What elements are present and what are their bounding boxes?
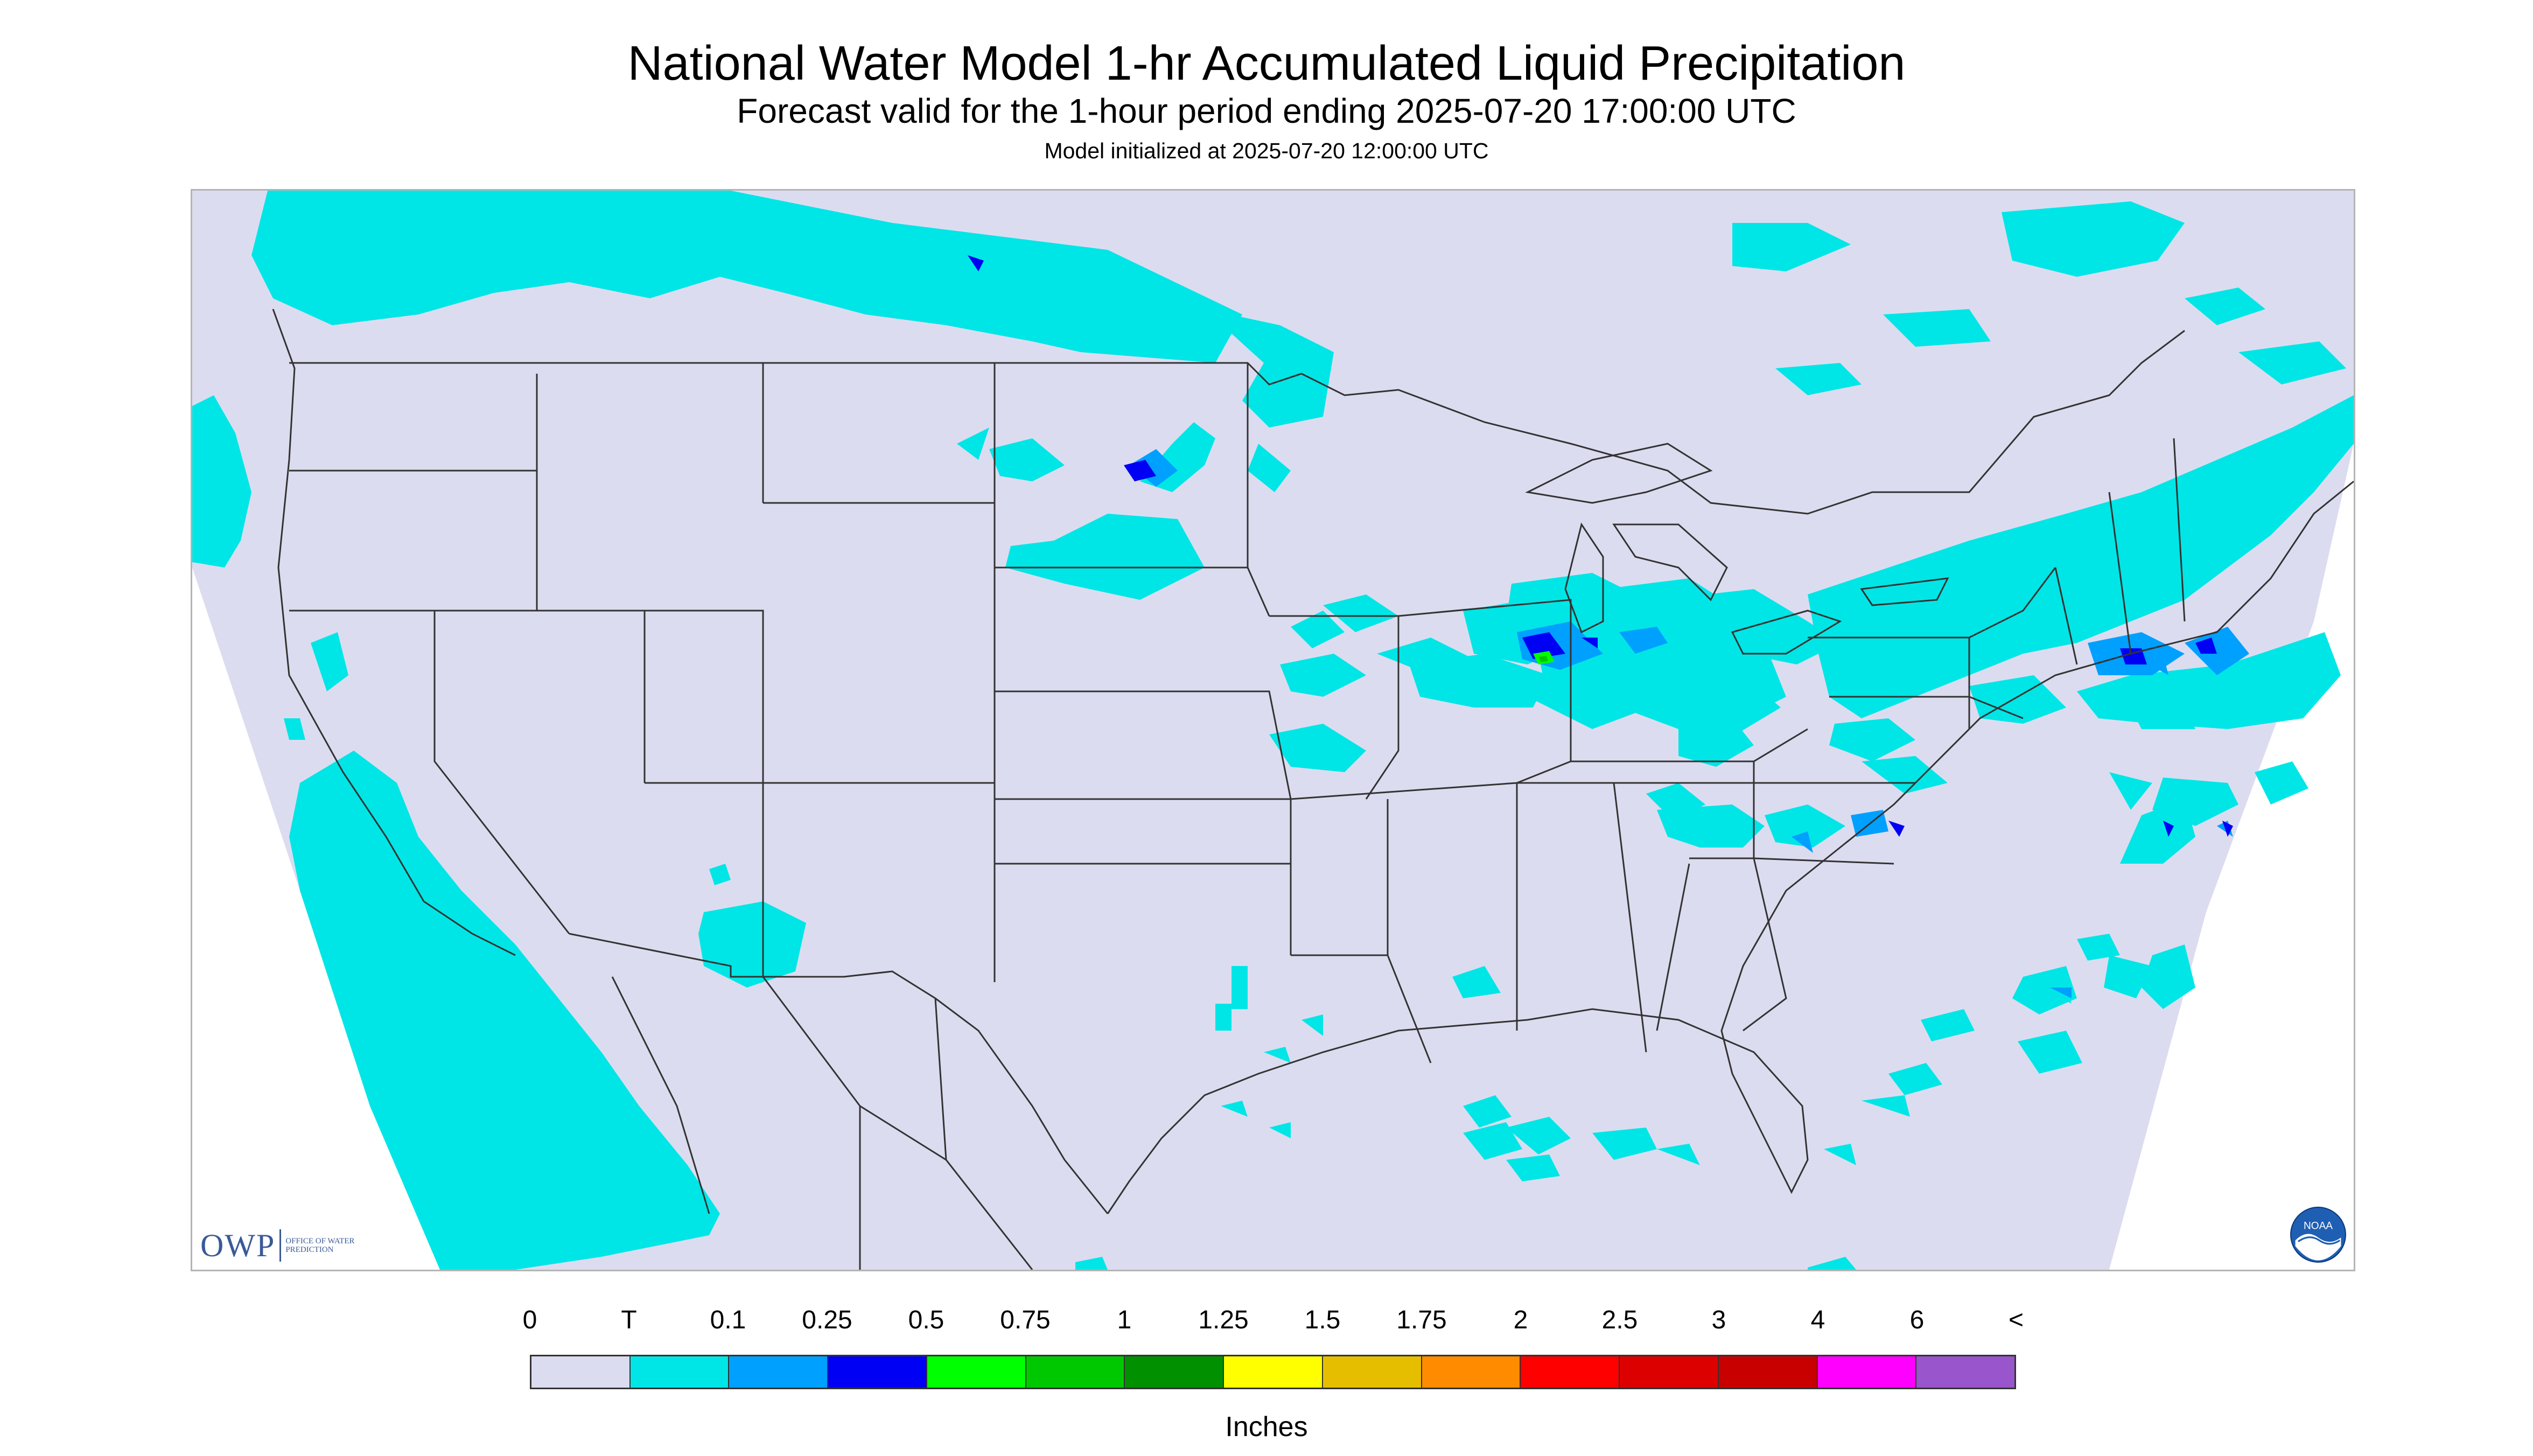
political-boundaries [272, 309, 2354, 1270]
owp-logo-subtext: Office of Water Prediction [285, 1237, 355, 1254]
legend-swatch [729, 1356, 829, 1388]
legend-swatch [630, 1356, 730, 1388]
legend-tick-label: 2 [1513, 1306, 1528, 1334]
legend-swatch [1916, 1356, 2015, 1388]
legend-swatch [1026, 1356, 1125, 1388]
legend-units: Inches [1225, 1411, 1308, 1443]
legend-tick-labels: 0 T 0.1 0.25 0.5 0.75 1 1.25 1.5 1.75 2 2.5 3 4 6 < [0, 1305, 2533, 1338]
owp-logo: OWP Office of Water Prediction [200, 1227, 361, 1264]
legend-tick-label: T [621, 1306, 637, 1334]
precip-trace-areas [192, 191, 2354, 1270]
noaa-logo-text: NOAA [2304, 1220, 2333, 1231]
precip-heavier-areas [1538, 656, 1548, 662]
legend-tick-label: 6 [1909, 1306, 1925, 1334]
owp-logo-divider [279, 1229, 282, 1262]
legend-tick-label: 0.75 [1000, 1306, 1051, 1334]
precipitation-map [191, 189, 2355, 1271]
legend-swatch [1125, 1356, 1224, 1388]
legend-tick-label: 0 [522, 1306, 537, 1334]
legend-swatch [1521, 1356, 1620, 1388]
legend-swatch [1422, 1356, 1521, 1388]
legend-swatch [1817, 1356, 1917, 1388]
map-canvas [192, 191, 2354, 1270]
legend-tick-label: 1.5 [1304, 1306, 1341, 1334]
legend-tick-label: 4 [1810, 1306, 1825, 1334]
legend-swatch [1323, 1356, 1422, 1388]
map-title: National Water Model 1-hr Accumulated Li… [627, 37, 1906, 90]
model-domain [192, 191, 2354, 1270]
legend-tick-label: 2.5 [1601, 1306, 1638, 1334]
legend-tick-label: 1.75 [1396, 1306, 1447, 1334]
noaa-logo: NOAA [2290, 1207, 2346, 1263]
legend-swatch [927, 1356, 1026, 1388]
legend-color-bar [530, 1355, 2016, 1389]
legend-tick-label: 0.1 [710, 1306, 746, 1334]
legend-swatch [828, 1356, 927, 1388]
model-init-time: Model initialized at 2025-07-20 12:00:00… [1044, 138, 1489, 163]
map-subtitle: Forecast valid for the 1-hour period end… [737, 92, 1796, 130]
legend-swatch [1718, 1356, 1818, 1388]
legend-swatch [531, 1356, 631, 1388]
legend-tick-label: < [2008, 1306, 2024, 1334]
legend-tick-label: 3 [1711, 1306, 1726, 1334]
legend-swatch [1224, 1356, 1323, 1388]
owp-logo-text: OWP [200, 1228, 276, 1263]
legend-tick-label: 0.5 [908, 1306, 944, 1334]
legend-tick-label: 1.25 [1198, 1306, 1249, 1334]
legend-tick-label: 0.25 [802, 1306, 852, 1334]
legend-tick-label: 1 [1117, 1306, 1132, 1334]
legend-swatch [1620, 1356, 1719, 1388]
precip-moderate-areas [968, 255, 2233, 837]
